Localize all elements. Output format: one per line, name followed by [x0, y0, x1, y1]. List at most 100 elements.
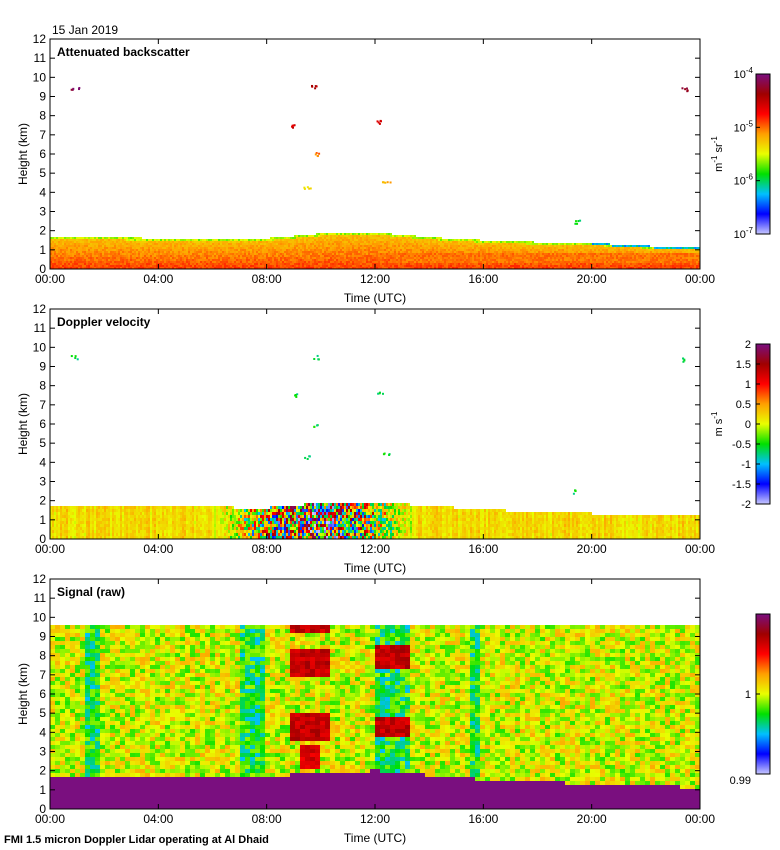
backscatter-cell: [62, 267, 64, 269]
backscatter-cell: [222, 259, 224, 261]
backscatter-cell: [488, 255, 490, 257]
backscatter-cell: [256, 239, 258, 241]
backscatter-cell: [354, 265, 356, 267]
backscatter-cell: [650, 247, 652, 249]
backscatter-cell: [360, 261, 362, 263]
backscatter-cell: [352, 255, 354, 257]
backscatter-cell: [274, 261, 276, 263]
backscatter-cell: [278, 261, 280, 263]
x-tick-label: 12:00: [360, 272, 390, 286]
backscatter-cell: [568, 247, 570, 249]
backscatter-cell: [498, 253, 500, 255]
backscatter-cell: [524, 261, 526, 263]
backscatter-cell: [526, 253, 528, 255]
backscatter-cell: [522, 253, 524, 255]
backscatter-cell: [192, 251, 194, 253]
backscatter-cell: [430, 249, 432, 251]
backscatter-cell: [582, 245, 584, 247]
backscatter-cell: [508, 249, 510, 251]
backscatter-cell: [126, 255, 128, 257]
backscatter-cell: [446, 265, 448, 267]
backscatter-cell: [144, 253, 146, 255]
backscatter-cell: [690, 253, 692, 255]
backscatter-cell: [654, 263, 656, 265]
backscatter-cell: [422, 257, 424, 259]
backscatter-cell: [344, 263, 346, 265]
backscatter-cell: [124, 251, 126, 253]
backscatter-cell: [284, 245, 286, 247]
backscatter-cell: [558, 263, 560, 265]
backscatter-cell: [512, 251, 514, 253]
backscatter-cell: [156, 259, 158, 261]
backscatter-cell: [340, 257, 342, 259]
backscatter-cell: [214, 251, 216, 253]
backscatter-cell: [264, 257, 266, 259]
backscatter-cell: [394, 253, 396, 255]
backscatter-cell: [490, 263, 492, 265]
backscatter-cell: [218, 259, 220, 261]
backscatter-cell: [66, 253, 68, 255]
backscatter-cell: [390, 257, 392, 259]
backscatter-cell: [630, 251, 632, 253]
backscatter-cell: [158, 239, 160, 241]
backscatter-cell: [460, 261, 462, 263]
backscatter-cell: [692, 253, 694, 255]
backscatter-cell: [296, 257, 298, 259]
backscatter-cell: [84, 267, 86, 269]
backscatter-cell: [292, 249, 294, 251]
backscatter-cell: [194, 251, 196, 253]
backscatter-cell: [392, 259, 394, 261]
backscatter-cell: [460, 251, 462, 253]
backscatter-cell: [158, 247, 160, 249]
backscatter-cell: [282, 239, 284, 241]
backscatter-cell: [668, 255, 670, 257]
backscatter-cell: [542, 251, 544, 253]
backscatter-cell: [288, 253, 290, 255]
backscatter-cell: [452, 255, 454, 257]
backscatter-cell: [226, 241, 228, 243]
backscatter-cell: [326, 253, 328, 255]
backscatter-cell: [670, 265, 672, 267]
backscatter-cell: [314, 257, 316, 259]
backscatter-cell: [156, 251, 158, 253]
backscatter-cell: [96, 249, 98, 251]
backscatter-cell: [412, 237, 414, 239]
backscatter-cell: [300, 235, 302, 237]
backscatter-cell: [274, 255, 276, 257]
backscatter-cell: [80, 255, 82, 257]
backscatter-cell: [644, 267, 646, 269]
x-tick-label: 08:00: [252, 272, 282, 286]
backscatter-cell: [552, 253, 554, 255]
backscatter-cell: [474, 263, 476, 265]
backscatter-cell: [118, 263, 120, 265]
backscatter-cell: [152, 243, 154, 245]
backscatter-cell: [64, 247, 66, 249]
backscatter-cell: [560, 245, 562, 247]
backscatter-cell: [656, 257, 658, 259]
backscatter-cell: [364, 249, 366, 251]
backscatter-cell: [290, 265, 292, 267]
x-tick-label: 00:00: [685, 272, 715, 286]
backscatter-cell: [88, 239, 90, 241]
backscatter-cell: [432, 265, 434, 267]
backscatter-cell: [400, 243, 402, 245]
backscatter-cell: [96, 245, 98, 247]
backscatter-cell: [70, 247, 72, 249]
backscatter-cell: [52, 241, 54, 243]
backscatter-cell: [244, 257, 246, 259]
backscatter-cell: [114, 259, 116, 261]
backscatter-cell: [76, 255, 78, 257]
backscatter-cell: [118, 243, 120, 245]
backscatter-cell: [264, 243, 266, 245]
backscatter-cell: [202, 261, 204, 263]
backscatter-cell: [458, 267, 460, 269]
backscatter-cell: [232, 241, 234, 243]
backscatter-cell: [324, 251, 326, 253]
backscatter-cell: [332, 245, 334, 247]
backscatter-cell: [510, 259, 512, 261]
backscatter-cell: [60, 247, 62, 249]
backscatter-cell: [138, 241, 140, 243]
backscatter-cell: [228, 255, 230, 257]
backscatter-cell: [194, 245, 196, 247]
backscatter-cell: [64, 253, 66, 255]
